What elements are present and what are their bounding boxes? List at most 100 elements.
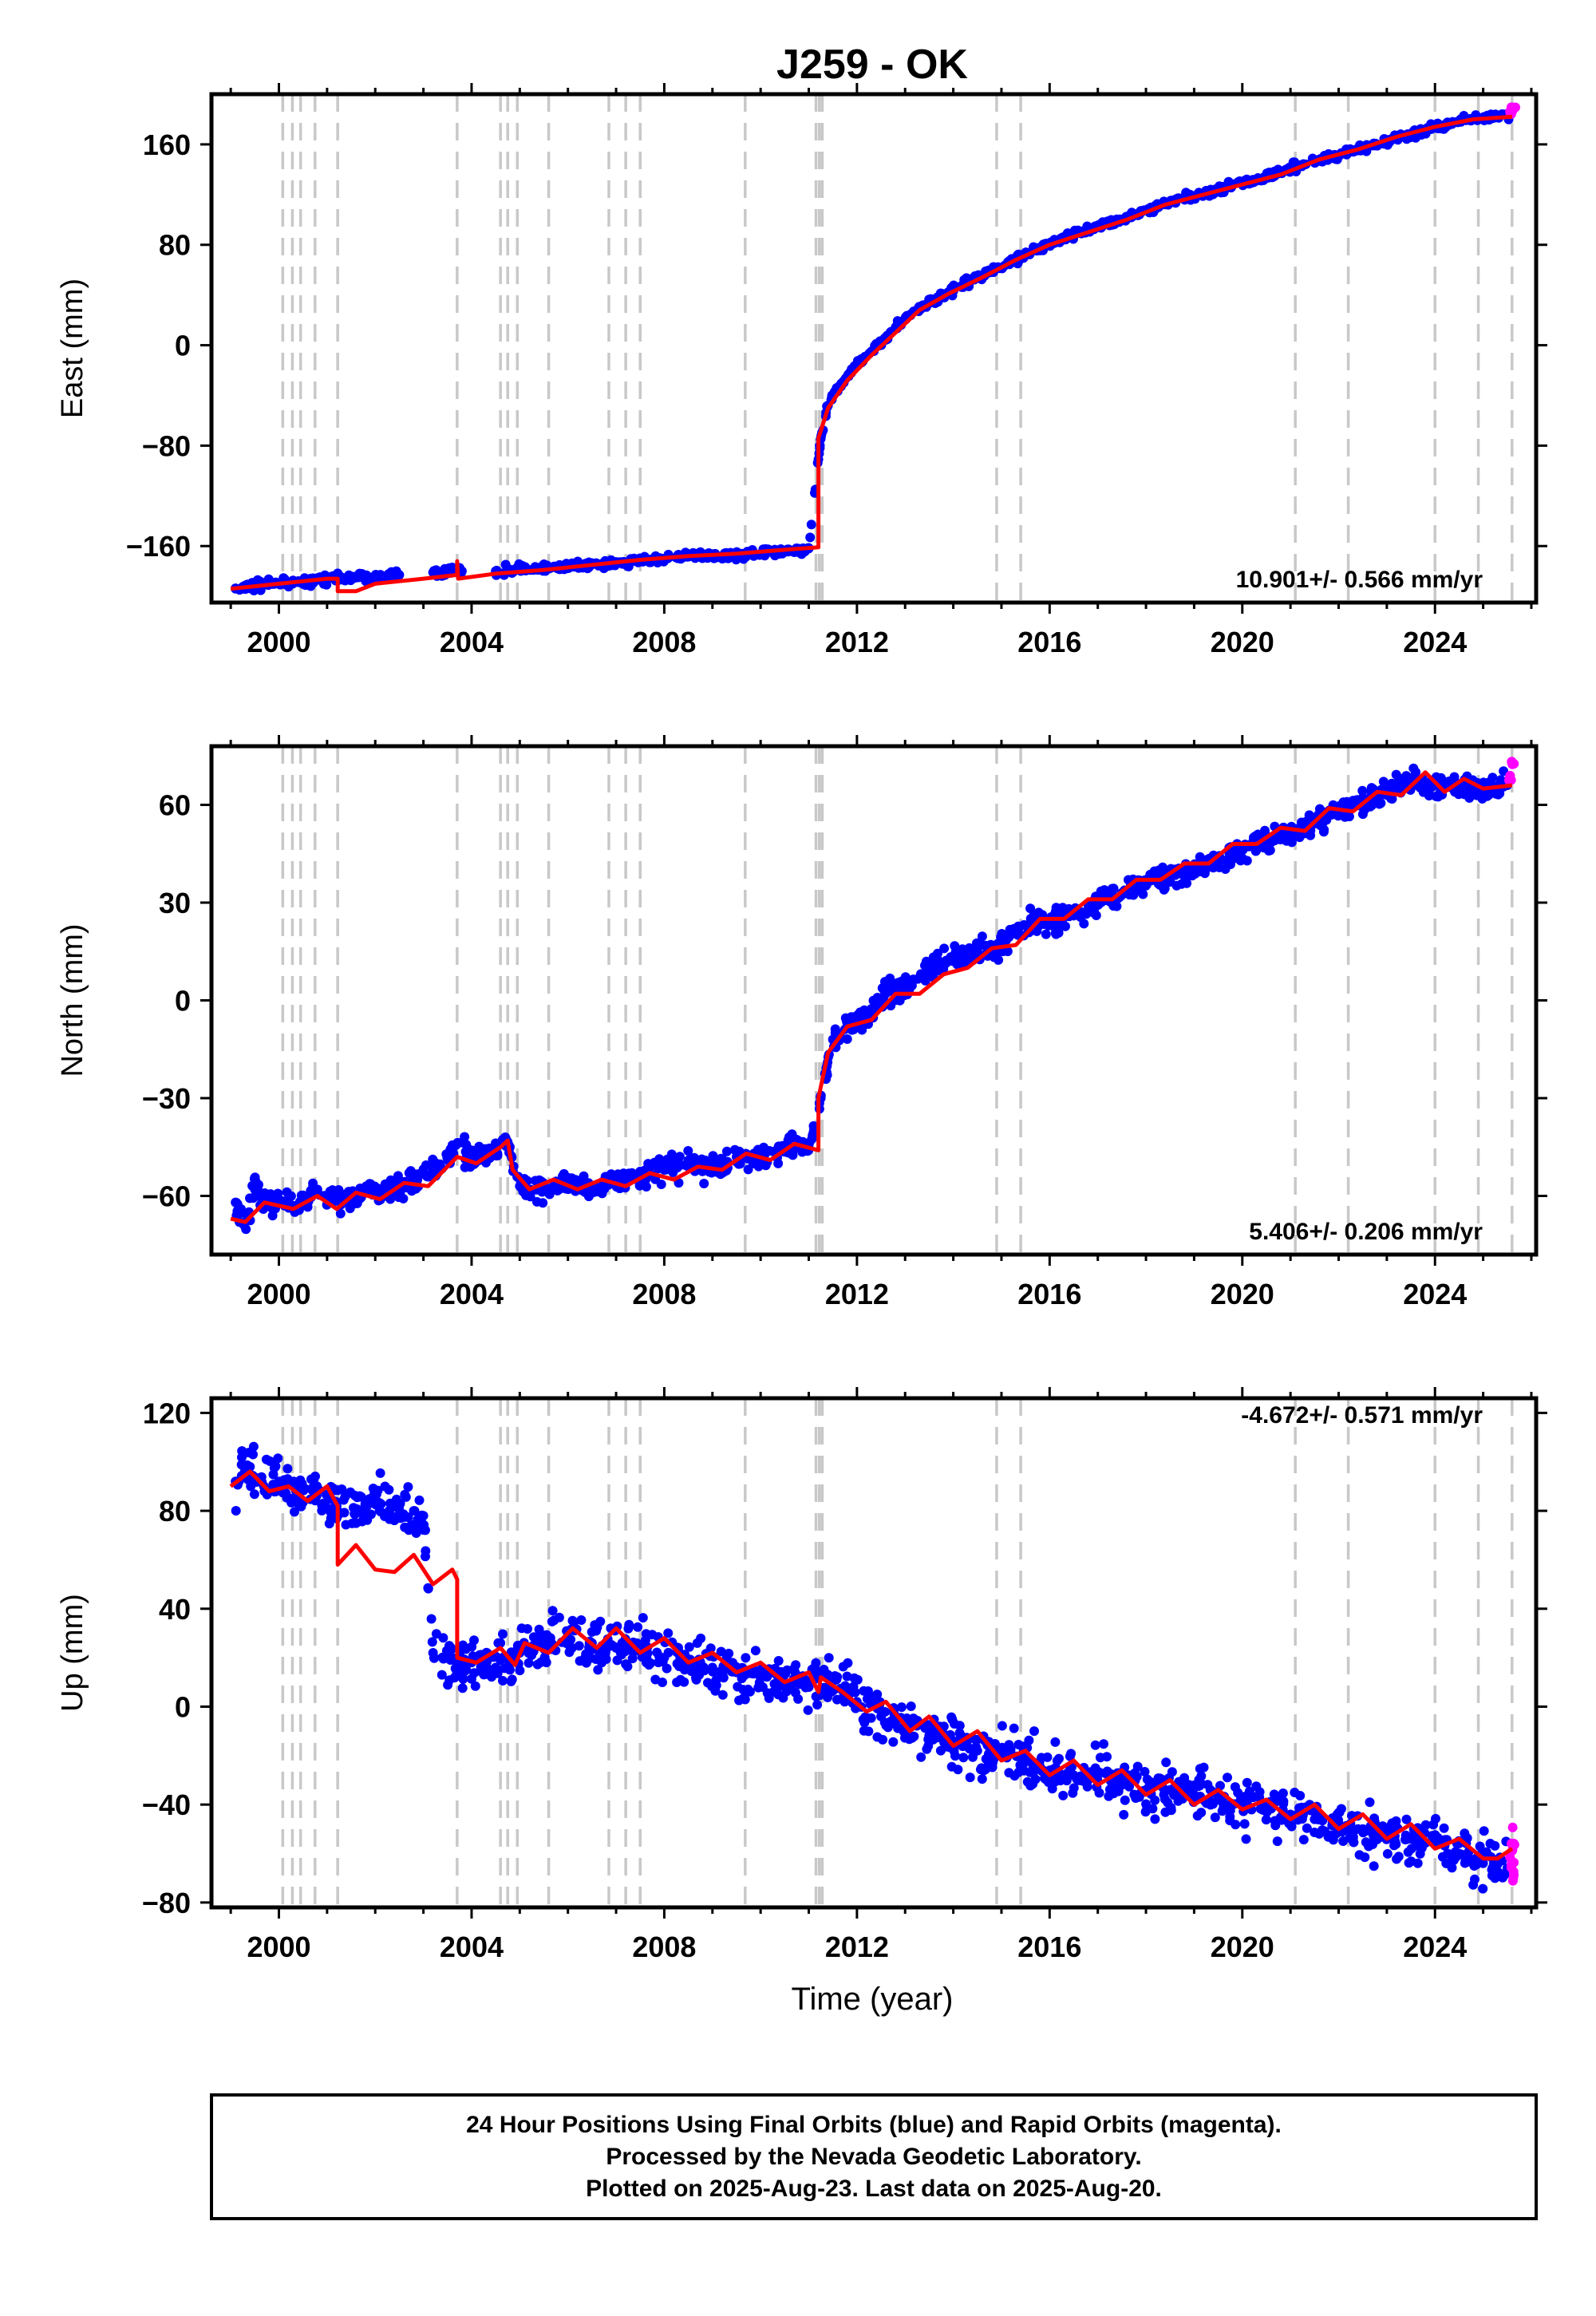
final-orbit-point xyxy=(1142,1803,1152,1813)
final-orbit-point xyxy=(1432,1832,1443,1843)
final-orbit-point xyxy=(507,1674,517,1685)
final-orbit-point xyxy=(793,1694,804,1704)
final-orbit-point xyxy=(1433,792,1444,802)
final-orbit-point xyxy=(1166,1805,1176,1816)
final-orbit-point xyxy=(1094,1788,1104,1798)
final-orbit-point xyxy=(352,1504,362,1514)
final-orbit-point xyxy=(365,1179,376,1189)
final-orbit-point xyxy=(1042,1752,1053,1762)
final-orbit-point xyxy=(371,1489,381,1500)
x-tick-label: 2020 xyxy=(1211,626,1274,658)
final-orbit-point xyxy=(251,1176,261,1187)
final-orbit-point xyxy=(1173,1796,1183,1806)
final-orbit-point xyxy=(414,1168,425,1179)
final-orbit-point xyxy=(762,1688,772,1698)
final-orbit-point xyxy=(1230,1782,1240,1792)
final-orbit-point xyxy=(327,1185,338,1196)
final-orbit-point xyxy=(721,1146,732,1156)
final-orbit-point xyxy=(394,570,405,580)
final-orbit-point xyxy=(566,1634,576,1645)
x-tick-label: 2012 xyxy=(825,1931,889,1963)
final-orbit-point xyxy=(1084,901,1095,911)
final-orbit-point xyxy=(859,1725,869,1736)
final-orbit-point xyxy=(1327,1830,1337,1840)
final-orbit-point xyxy=(1022,1777,1033,1787)
final-orbit-point xyxy=(662,1663,672,1674)
final-orbit-point xyxy=(672,1678,682,1687)
chart-panels: −160 −80 0 80 160 2000 2004 2008 2012 2016 2020 202… xyxy=(56,83,1547,1963)
final-orbit-point xyxy=(824,1653,834,1663)
final-orbit-point xyxy=(1344,812,1354,822)
final-orbit-point xyxy=(815,1668,825,1678)
final-orbit-point xyxy=(1196,1771,1207,1781)
rapid-orbit-point xyxy=(1509,1857,1519,1867)
final-orbit-point xyxy=(458,1674,468,1684)
y-axis-title: East (mm) xyxy=(56,279,89,418)
final-orbit-point xyxy=(904,1734,915,1745)
final-orbit-point xyxy=(492,1668,503,1678)
final-orbit-point xyxy=(476,1662,486,1672)
final-orbit-point xyxy=(355,572,365,583)
final-orbit-point xyxy=(1460,1828,1470,1839)
final-orbit-point xyxy=(423,1583,433,1594)
panel-east: −160 −80 0 80 160 2000 2004 2008 2012 2016 2020 202… xyxy=(56,83,1547,658)
final-orbit-point xyxy=(1217,1806,1227,1816)
final-orbit-point xyxy=(1029,1726,1039,1737)
final-orbit-point xyxy=(1167,1767,1177,1777)
x-tick-label: 2016 xyxy=(1017,1278,1081,1310)
x-tick-label: 2012 xyxy=(825,1278,889,1310)
final-orbit-point xyxy=(290,1507,299,1517)
final-orbit-point xyxy=(1132,1761,1143,1772)
final-orbit-point xyxy=(1361,1826,1371,1836)
final-orbit-point xyxy=(1013,1767,1024,1777)
final-orbit-point xyxy=(593,1665,603,1675)
final-orbit-point xyxy=(684,1642,694,1652)
final-orbit-point xyxy=(1320,1826,1330,1836)
final-orbit-point xyxy=(500,1663,510,1674)
final-orbit-point xyxy=(672,1658,682,1669)
final-orbit-point xyxy=(467,1642,477,1652)
final-orbit-point xyxy=(872,1690,883,1700)
final-orbit-point xyxy=(644,1660,654,1670)
final-orbit-point xyxy=(916,1752,926,1762)
final-orbit-point xyxy=(1005,1745,1016,1755)
final-orbit-point xyxy=(902,1713,912,1723)
final-orbit-point xyxy=(956,954,966,964)
final-orbit-point xyxy=(1239,1819,1250,1829)
final-orbit-point xyxy=(1286,1821,1297,1832)
final-orbit-point xyxy=(832,1694,842,1705)
final-orbit-point xyxy=(1406,1844,1416,1854)
chart-title: J259 - OK xyxy=(776,41,968,88)
final-orbit-point xyxy=(1131,883,1141,893)
final-orbit-point xyxy=(1225,1805,1235,1816)
model-line xyxy=(229,1469,1514,1861)
panel-up: −80 −40 0 40 80 120 2000 2004 2008 2012 2016 2020 20… xyxy=(56,1387,1547,1963)
final-orbit-point xyxy=(868,1002,879,1013)
final-orbit-point xyxy=(879,1717,890,1728)
x-tick-label: 2008 xyxy=(632,626,696,658)
final-orbit-point xyxy=(1266,837,1276,848)
final-orbit-point xyxy=(1298,1835,1309,1845)
final-orbit-point xyxy=(1357,785,1368,796)
final-orbit-point xyxy=(576,1615,587,1625)
final-orbit-point xyxy=(547,1606,558,1616)
final-orbit-point xyxy=(444,563,454,573)
final-orbit-point xyxy=(437,1670,447,1680)
footer-box xyxy=(210,2093,1538,2220)
final-orbit-point xyxy=(248,1449,258,1460)
rapid-orbit-point xyxy=(1507,757,1517,767)
final-orbit-point xyxy=(1090,1740,1100,1750)
final-orbit-point xyxy=(1479,1826,1489,1836)
final-orbit-point xyxy=(884,977,895,987)
final-orbit-point xyxy=(1290,1788,1300,1797)
final-orbit-point xyxy=(282,1464,293,1474)
final-orbit-point xyxy=(1491,788,1501,799)
final-orbit-point xyxy=(595,1616,606,1626)
final-orbit-point xyxy=(1302,1823,1312,1833)
final-orbit-point xyxy=(1338,1836,1349,1846)
final-orbit-point xyxy=(692,1638,702,1648)
panel-north: −60 −30 0 30 60 2000 2004 2008 2012 2016 2020 2024 N… xyxy=(56,735,1547,1310)
y-tick-label: −40 xyxy=(142,1788,191,1821)
final-orbit-point xyxy=(1138,889,1148,899)
final-orbit-point xyxy=(997,1721,1007,1731)
